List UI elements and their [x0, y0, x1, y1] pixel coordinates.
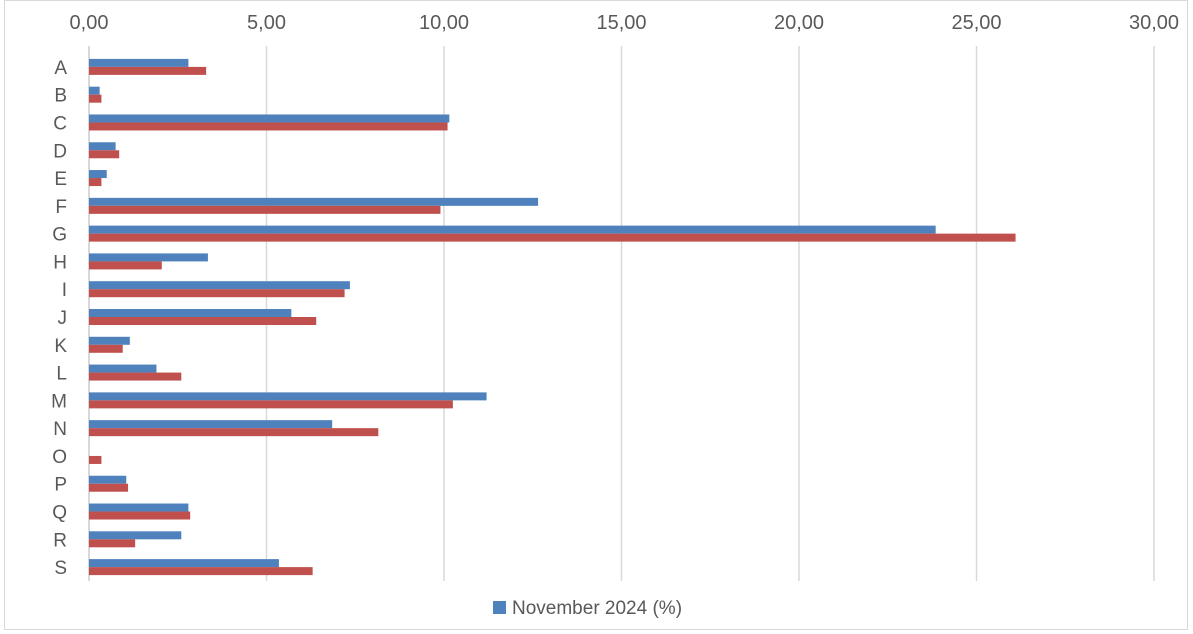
category-label: O — [52, 447, 67, 468]
category-label: J — [58, 308, 68, 329]
bar-series-2 — [89, 428, 379, 437]
category-label: B — [54, 86, 67, 107]
legend: November 2024 (%) — [493, 598, 682, 619]
category-label: E — [54, 169, 67, 190]
bar-series-2 — [89, 205, 441, 214]
gridlines — [88, 46, 1155, 581]
category-label: R — [53, 530, 67, 551]
bar-series-1 — [89, 336, 130, 345]
bar-series-1 — [89, 170, 107, 179]
category-label: Q — [52, 503, 67, 524]
bar-series-2 — [89, 400, 453, 409]
category-label: K — [54, 336, 67, 357]
x-tick-label: 20,00 — [774, 12, 824, 34]
bar-series-2 — [89, 455, 102, 464]
bar-series-1 — [89, 420, 333, 429]
bar-series-2 — [89, 178, 102, 187]
bar-series-2 — [89, 317, 317, 325]
x-tick-label: 15,00 — [596, 12, 646, 34]
bar-series-2 — [89, 289, 345, 298]
bar-series-2 — [89, 567, 313, 576]
bar-series-1 — [89, 253, 208, 262]
category-label: I — [62, 280, 67, 301]
bar-series-2 — [89, 150, 120, 159]
bar-series-1 — [89, 392, 487, 401]
bar-series-2 — [89, 483, 129, 492]
category-label: D — [53, 141, 67, 162]
bar-series-1 — [89, 225, 936, 234]
category-label: P — [54, 475, 67, 496]
category-label: F — [55, 197, 67, 218]
bar-series-1 — [89, 503, 189, 512]
category-label: H — [53, 252, 67, 273]
bar-chart: 0,00 5,00 10,00 15,00 20,00 25,00 30,00 ABCDEF… — [51, 12, 1180, 619]
legend-entry-label: November 2024 (%) — [512, 598, 682, 619]
bar-series-2 — [89, 372, 182, 381]
category-label: N — [53, 419, 67, 440]
bar-series-2 — [89, 233, 1016, 242]
category-label: S — [54, 558, 67, 579]
category-label: M — [51, 391, 67, 412]
bar-series-2 — [89, 66, 207, 75]
bar-series-1 — [89, 475, 127, 484]
bar-series-1 — [89, 197, 539, 206]
category-label: L — [56, 364, 67, 385]
category-label: G — [52, 225, 67, 246]
bar-series-2 — [89, 261, 162, 270]
bars — [89, 58, 1016, 576]
x-tick-label: 30,00 — [1129, 12, 1179, 34]
bar-series-2 — [89, 539, 136, 548]
category-label: C — [53, 113, 67, 134]
bar-series-1 — [89, 309, 292, 317]
x-tick-label: 5,00 — [247, 12, 286, 34]
bar-series-2 — [89, 344, 123, 353]
bar-series-1 — [89, 364, 157, 373]
bar-series-1 — [89, 531, 182, 540]
bar-series-1 — [89, 58, 189, 67]
bar-series-2 — [89, 511, 191, 520]
bar-series-1 — [89, 281, 350, 290]
x-axis-ticks: 0,00 5,00 10,00 15,00 20,00 25,00 30,00 — [70, 12, 1180, 34]
bar-series-2 — [89, 122, 448, 131]
legend-swatch — [493, 601, 506, 614]
bar-series-1 — [89, 142, 116, 151]
x-tick-label: 10,00 — [419, 12, 469, 34]
bar-series-2 — [89, 94, 102, 103]
x-tick-label: 0,00 — [70, 12, 109, 34]
x-tick-label: 25,00 — [951, 12, 1001, 34]
bar-series-1 — [89, 559, 279, 568]
category-label: A — [54, 58, 67, 79]
bar-series-1 — [89, 114, 450, 123]
bar-series-1 — [89, 86, 100, 95]
